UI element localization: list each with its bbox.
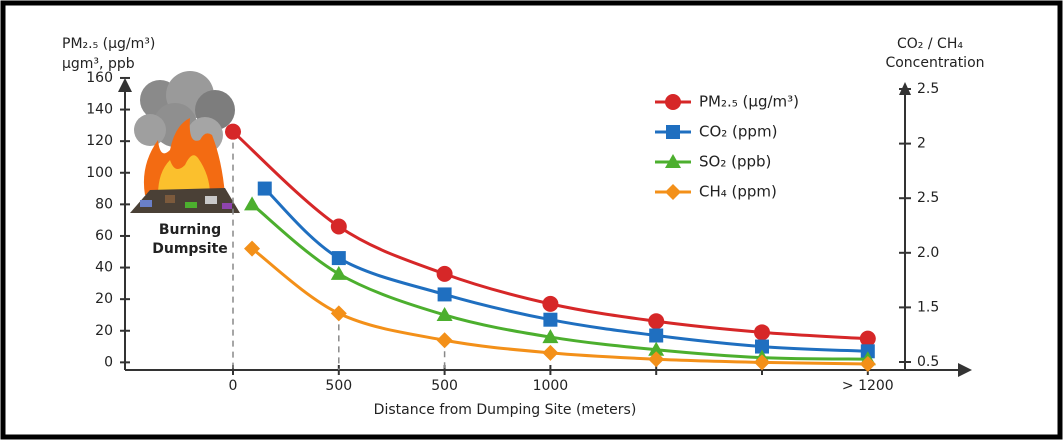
point [225, 123, 241, 140]
y-tick-label: 160 [86, 70, 113, 86]
y-tick-label: 120 [86, 133, 113, 149]
point [436, 332, 453, 349]
legend-label: CO₂ (ppm) [699, 123, 777, 141]
point [330, 218, 347, 235]
point [437, 287, 452, 302]
point [331, 251, 346, 266]
y2-axis-label: CO₂ / CH₄ [897, 36, 963, 52]
point [649, 328, 664, 343]
point [648, 351, 665, 368]
point [543, 312, 558, 327]
y2-tick-label: 2.0 [917, 245, 939, 261]
x-tick-label: 0 [229, 378, 238, 394]
x-tick-label: 1000 [533, 378, 569, 394]
point [244, 240, 261, 257]
point [754, 354, 770, 371]
annotation: Burning Dumpsite [152, 222, 228, 257]
y2-tick-label: 2 [917, 136, 926, 152]
y-tick-label: 20 [95, 323, 113, 339]
y2-axis-label: Concentration [885, 55, 984, 71]
y-tick-label: 140 [86, 102, 113, 118]
point [648, 313, 665, 330]
legend-marker [665, 154, 681, 168]
point [542, 295, 559, 312]
y-tick-label: 0 [104, 354, 113, 370]
point [648, 341, 665, 356]
y2-tick-label: 1.5 [917, 299, 939, 315]
axis-arrow [958, 363, 972, 377]
point [257, 181, 272, 196]
point [436, 306, 453, 321]
point [859, 330, 876, 347]
legend-marker [666, 125, 680, 139]
y2-tick-label: 0.5 [917, 354, 939, 370]
y-tick-label: 100 [86, 165, 113, 181]
x-tick-label: > 1200 [842, 378, 894, 394]
dumpsite-illustration [130, 71, 240, 213]
y2-tick-label: 2.5 [917, 81, 939, 97]
axis-arrow [118, 78, 132, 92]
y-tick-label: 80 [95, 196, 113, 212]
point [330, 265, 347, 280]
y-tick-label: 40 [95, 260, 113, 276]
point [859, 355, 876, 372]
point [542, 344, 559, 361]
y-axis-label: PM₂.₅ (μg/m³) [62, 36, 155, 52]
legend-marker [665, 94, 681, 110]
legend-label: CH₄ (ppm) [699, 183, 777, 201]
point [330, 305, 347, 322]
point [542, 329, 559, 344]
y2-tick-label: 2.5 [917, 190, 939, 206]
y-tick-label: 20 [95, 291, 113, 307]
x-axis-label: Distance from Dumping Site (meters) [374, 402, 637, 418]
y-tick-label: 60 [95, 228, 113, 244]
legend-label: SO₂ (ppb) [699, 153, 771, 171]
x-tick-label: 500 [431, 378, 458, 394]
point [436, 265, 453, 282]
point [754, 324, 770, 341]
point [244, 196, 261, 211]
legend-marker [665, 184, 681, 200]
point [755, 339, 769, 354]
legend-label: PM₂.₅ (μg/m³) [699, 93, 799, 111]
x-tick-label: 500 [325, 378, 352, 394]
y-axis-label: μgm³, ppb [62, 56, 135, 72]
